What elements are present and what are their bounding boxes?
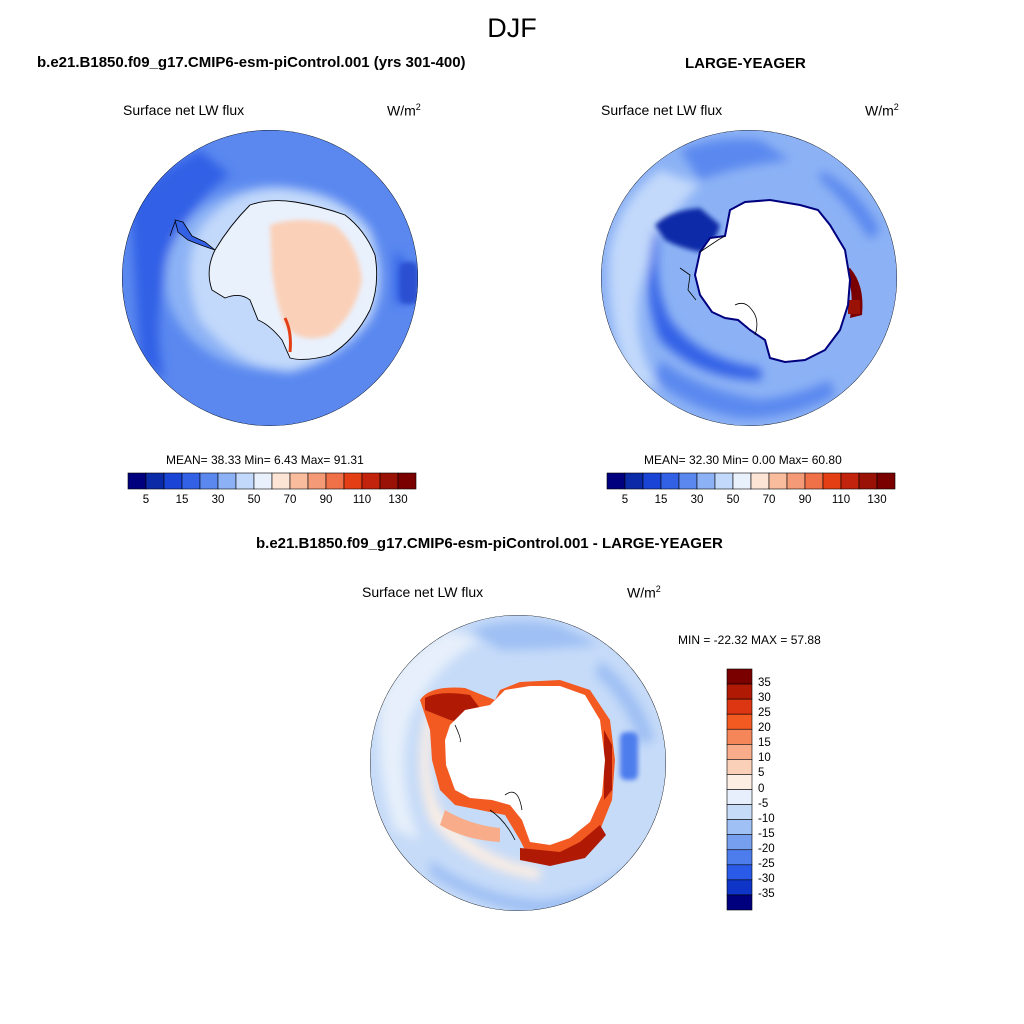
colorbar-box	[726, 698, 753, 715]
colorbar-box	[606, 472, 626, 490]
colorbar-box	[726, 894, 753, 911]
colorbar-tick-label: 110	[831, 494, 851, 506]
panel2-map	[601, 130, 897, 426]
colorbar-box	[235, 472, 255, 490]
colorbar-box	[726, 819, 753, 835]
colorbar-tick-label: 20	[758, 722, 771, 735]
panel3-colorbar	[726, 668, 753, 911]
panel3-case-title: b.e21.B1850.f09_g17.CMIP6-esm-piControl.…	[256, 535, 723, 552]
colorbar-box	[361, 472, 381, 490]
colorbar-tick-label: 50	[247, 494, 261, 506]
colorbar-box	[726, 744, 753, 760]
panel1-colorbar	[127, 472, 417, 490]
panel1-map	[122, 130, 418, 426]
colorbar-tick-label: 30	[211, 494, 225, 506]
panel3-variable-label: Surface net LW flux	[362, 584, 484, 600]
colorbar-box	[307, 472, 327, 490]
panel3-map	[370, 615, 666, 911]
colorbar-tick-label: 15	[654, 494, 668, 506]
colorbar-tick-label: 110	[352, 494, 372, 506]
colorbar-box	[127, 472, 147, 490]
colorbar-box	[726, 774, 753, 790]
colorbar-tick-label: 70	[762, 494, 776, 506]
colorbar-tick-label: 30	[690, 494, 704, 506]
panel1-units-label: W/m2	[387, 102, 421, 119]
colorbar-box	[289, 472, 309, 490]
colorbar-tick-label: 0	[758, 782, 765, 795]
colorbar-tick-label: -10	[758, 812, 775, 825]
colorbar-box	[822, 472, 842, 490]
colorbar-box	[858, 472, 878, 490]
colorbar-box	[726, 789, 753, 805]
colorbar-box	[768, 472, 788, 490]
colorbar-box	[199, 472, 219, 490]
colorbar-tick-label: -15	[758, 827, 775, 840]
panel1-case-title: b.e21.B1850.f09_g17.CMIP6-esm-piControl.…	[37, 54, 466, 71]
panel2-colorbar	[606, 472, 896, 490]
figure-title: DJF	[487, 13, 537, 43]
colorbar-tick-label: 130	[867, 494, 887, 506]
panel1-variable-label: Surface net LW flux	[123, 102, 245, 118]
colorbar-tick-label: 35	[758, 677, 771, 690]
panel2-units-label: W/m2	[865, 102, 899, 119]
colorbar-tick-label: 130	[388, 494, 408, 506]
colorbar-box	[786, 472, 806, 490]
colorbar-tick-label: 90	[319, 494, 333, 506]
panel2-case-title: LARGE-YEAGER	[685, 55, 806, 72]
colorbar-box	[726, 834, 753, 851]
colorbar-box	[253, 472, 273, 490]
colorbar-box	[750, 472, 770, 490]
colorbar-box	[732, 472, 752, 490]
colorbar-box	[726, 864, 753, 881]
colorbar-tick-label: 5	[758, 767, 765, 780]
colorbar-tick-label: 50	[726, 494, 740, 506]
colorbar-box	[840, 472, 860, 490]
colorbar-box	[678, 472, 698, 490]
colorbar-box	[726, 759, 753, 775]
colorbar-box	[145, 472, 165, 490]
colorbar-box	[379, 472, 399, 490]
panel1-stats: MEAN= 38.33 Min= 6.43 Max= 91.31	[166, 453, 364, 467]
colorbar-box	[217, 472, 237, 490]
colorbar-tick-label: -30	[758, 872, 775, 885]
colorbar-tick-label: 5	[621, 494, 629, 506]
colorbar-tick-label: -5	[758, 797, 769, 810]
colorbar-box	[343, 472, 363, 490]
colorbar-tick-label: 90	[798, 494, 812, 506]
panel2-variable-label: Surface net LW flux	[601, 102, 723, 118]
colorbar-box	[714, 472, 734, 490]
colorbar-box	[726, 849, 753, 866]
colorbar-box	[726, 728, 753, 745]
colorbar-box	[726, 683, 753, 700]
colorbar-box	[876, 472, 896, 490]
colorbar-tick-label: 10	[758, 752, 771, 765]
colorbar-box	[804, 472, 824, 490]
colorbar-box	[642, 472, 662, 490]
colorbar-tick-label: -35	[758, 887, 775, 900]
colorbar-box	[163, 472, 183, 490]
colorbar-tick-label: 15	[175, 494, 189, 506]
colorbar-box	[660, 472, 680, 490]
colorbar-box	[624, 472, 644, 490]
colorbar-tick-label: -25	[758, 857, 775, 870]
colorbar-box	[726, 879, 753, 896]
colorbar-tick-label: 30	[758, 692, 771, 705]
colorbar-box	[696, 472, 716, 490]
colorbar-tick-label: -20	[758, 842, 775, 855]
panel2-stats: MEAN= 32.30 Min= 0.00 Max= 60.80	[644, 453, 842, 467]
colorbar-box	[271, 472, 291, 490]
colorbar-box	[726, 804, 753, 820]
colorbar-tick-label: 5	[142, 494, 150, 506]
colorbar-box	[397, 472, 417, 490]
panel3-units-label: W/m2	[627, 584, 661, 601]
colorbar-box	[726, 713, 753, 730]
colorbar-box	[181, 472, 201, 490]
colorbar-box	[726, 668, 753, 685]
colorbar-tick-label: 15	[758, 737, 771, 750]
colorbar-box	[325, 472, 345, 490]
panel3-stats: MIN = -22.32 MAX = 57.88	[678, 633, 821, 647]
colorbar-tick-label: 25	[758, 707, 771, 720]
colorbar-tick-label: 70	[283, 494, 297, 506]
